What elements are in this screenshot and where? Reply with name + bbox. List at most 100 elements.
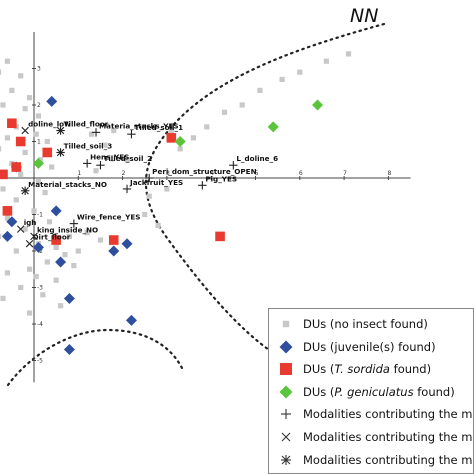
data-point-diamond [55,256,67,268]
data-point-square [0,169,8,180]
modality-label: L_doline_6 [236,154,278,163]
data-point-diamond [50,205,62,217]
legend-item: Modalities contributing the m [269,403,473,425]
x-tick-label: 1 [77,170,81,177]
legend-item: DUs (no insect found) [269,313,473,335]
modality-marker-plus [82,159,92,168]
data-point-diamond [267,121,279,133]
data-point-square [22,226,28,232]
legend-label: DUs (no insect found) [303,317,428,331]
data-point-square [124,157,130,163]
data-point-diamond [6,216,18,228]
data-point-diamond [174,136,186,147]
legend-label: DUs (T. sordida found) [303,362,431,376]
data-point-square [108,235,119,245]
data-point-square [97,237,104,243]
tick-labels: 1 2 3 4 5 6 7 8 3 2 1 -1 -2 -3 -4 -5 [37,66,391,365]
modality-marker-plus [229,161,238,170]
y-tick-label: -2 [37,248,43,255]
data-point-square [177,146,183,152]
modality-marker-cross [16,225,25,233]
legend-label-text: Modalities contributing the m [303,430,473,444]
legend-marker [281,409,291,420]
data-point-square [62,252,68,258]
data-point-square [0,102,6,108]
data-point-diamond [312,99,324,111]
x-tick-label: 5 [255,170,259,177]
legend-label: Modalities contributing the m [303,453,472,467]
data-point-square [18,284,24,291]
data-point-square [279,76,285,83]
modality-label: Tilled_soil_3 [64,141,113,150]
legend-cross-icon [281,432,291,442]
modality-marker-plus [127,130,136,139]
legend-label: DUs (juvenile(s) found) [303,340,436,354]
data-point-square [26,310,33,316]
data-point-square [166,133,177,143]
data-point-square [190,135,197,141]
modality-label: Wire_fence_YES [77,213,141,222]
legend-item: DUs (P. geniculatus found) [269,381,473,403]
data-point-diamond [63,292,75,304]
modality-label: Hens_YES [90,152,129,161]
data-point-square [215,231,225,242]
data-point-square [297,69,303,75]
x-tick-label: 2 [122,170,126,177]
modality-marker-plus [144,173,154,183]
legend: DUs (no insect found) DUs (juvenile(s) fo… [268,308,474,474]
annotation-label: NN [350,5,378,27]
legend-label: Modalities contributing the m [303,430,472,444]
modality-label: Dirt_floor [33,233,71,242]
data-point-square [257,87,263,93]
legend-label-text: Modalities contributing the m [303,452,473,467]
legend-label-suffix: found) [389,362,432,377]
data-point-square [18,171,24,177]
legend-marker [281,432,291,442]
y-tick-label: -4 [37,321,43,328]
legend-label: Modalities contributing the m [303,407,472,421]
modality-marker-plus [198,181,207,190]
data-point-square [42,190,48,196]
y-tick-label: -1 [37,212,43,219]
modality-marker-plus [122,184,132,194]
data-point-square [49,164,55,170]
data-point-square [53,244,59,250]
x-tick-label: 7 [343,170,347,177]
legend-label: DUs (P. geniculatus found) [303,385,455,399]
data-point-square [2,206,13,216]
modality-marker-plus [69,219,79,228]
data-point-square [221,109,228,115]
data-point-square [93,168,99,174]
modality-marker-star [56,126,65,135]
data-point-diamond [63,344,75,356]
legend-diamond-icon [279,340,293,354]
data-points [0,51,352,356]
data-point-square [84,230,90,236]
modality-marker-cross [25,239,34,248]
legend-item: Modalities contributing the m [269,449,473,471]
data-point-square [4,270,11,276]
modality-label: Materia_stacks_YES [99,121,179,130]
data-point-square [71,263,77,269]
legend-label-text: DUs (no insect found) [303,317,428,331]
data-point-square [0,69,2,75]
data-point-diamond [46,95,58,107]
data-point-square [13,248,19,254]
modality-label: Tilled_soil_1 [134,123,183,132]
legend-marker [281,454,291,465]
legend-label-species: T. sordida [334,362,390,377]
legend-item: Modalities contributing the m [269,426,473,448]
data-point-square [22,149,28,156]
data-point-square [204,124,210,130]
legend-label-species: P. geniculatus [334,384,414,399]
modality-marker-plus [91,128,101,137]
y-tick-label: 1 [37,139,41,146]
modality-markers: Tilled_floor Tilled_soil_1Materia_stacks_… [16,120,278,248]
modality-marker-star [56,148,65,157]
data-point-square [102,142,108,148]
data-point-square [345,51,352,57]
y-tick-label: 2 [37,102,41,109]
legend-item: DUs (T. sordida found) [269,358,473,380]
modality-marker-plus [96,161,105,170]
data-point-square [31,208,37,214]
